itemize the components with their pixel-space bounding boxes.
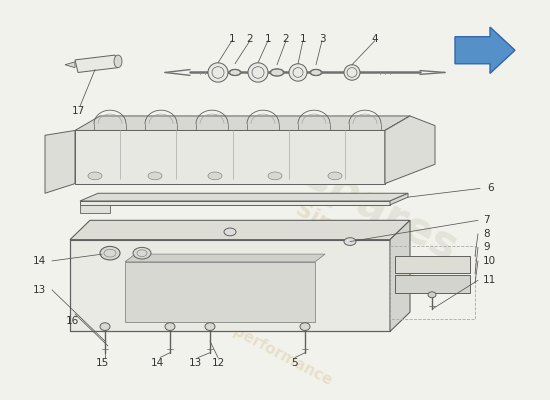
Polygon shape bbox=[75, 130, 385, 184]
Text: 1: 1 bbox=[300, 34, 306, 44]
Text: 13: 13 bbox=[33, 285, 46, 295]
Polygon shape bbox=[80, 205, 110, 212]
Text: 7: 7 bbox=[483, 215, 490, 225]
Polygon shape bbox=[65, 62, 75, 68]
Polygon shape bbox=[75, 55, 118, 72]
Ellipse shape bbox=[208, 63, 228, 82]
Polygon shape bbox=[390, 193, 408, 205]
Ellipse shape bbox=[300, 323, 310, 330]
Ellipse shape bbox=[328, 172, 342, 180]
Text: 2: 2 bbox=[283, 34, 289, 44]
Text: eurospares: eurospares bbox=[196, 100, 464, 270]
Text: 4: 4 bbox=[372, 34, 378, 44]
Polygon shape bbox=[390, 220, 410, 332]
Text: a passion for performance: a passion for performance bbox=[128, 269, 334, 388]
Ellipse shape bbox=[229, 69, 241, 76]
Polygon shape bbox=[385, 116, 435, 184]
Ellipse shape bbox=[148, 172, 162, 180]
Ellipse shape bbox=[248, 63, 268, 82]
Ellipse shape bbox=[428, 292, 436, 298]
Ellipse shape bbox=[224, 228, 236, 236]
Polygon shape bbox=[125, 254, 325, 262]
Text: 11: 11 bbox=[483, 275, 496, 285]
Ellipse shape bbox=[114, 55, 122, 68]
Text: 14: 14 bbox=[150, 358, 164, 368]
Ellipse shape bbox=[100, 246, 120, 260]
Ellipse shape bbox=[268, 172, 282, 180]
Polygon shape bbox=[70, 220, 410, 240]
Polygon shape bbox=[125, 262, 315, 322]
Text: 8: 8 bbox=[483, 229, 490, 239]
Ellipse shape bbox=[165, 323, 175, 330]
Text: 1: 1 bbox=[229, 34, 235, 44]
Polygon shape bbox=[45, 130, 75, 193]
Ellipse shape bbox=[205, 323, 215, 330]
Ellipse shape bbox=[100, 323, 110, 330]
Text: 1: 1 bbox=[265, 34, 271, 44]
Polygon shape bbox=[395, 256, 470, 274]
Polygon shape bbox=[385, 116, 410, 184]
Text: 9: 9 bbox=[483, 242, 490, 252]
Text: 3: 3 bbox=[318, 34, 325, 44]
Ellipse shape bbox=[310, 69, 322, 76]
Text: 16: 16 bbox=[65, 316, 79, 326]
Polygon shape bbox=[455, 27, 515, 74]
Text: 15: 15 bbox=[95, 358, 109, 368]
Polygon shape bbox=[75, 116, 410, 130]
Ellipse shape bbox=[208, 172, 222, 180]
Ellipse shape bbox=[344, 65, 360, 80]
Ellipse shape bbox=[88, 172, 102, 180]
Text: 14: 14 bbox=[33, 256, 46, 266]
Text: 5: 5 bbox=[292, 358, 298, 368]
Text: Since 1985: Since 1985 bbox=[292, 198, 423, 281]
Text: 10: 10 bbox=[483, 256, 496, 266]
Text: 2: 2 bbox=[247, 34, 254, 44]
Ellipse shape bbox=[344, 238, 356, 246]
Ellipse shape bbox=[133, 247, 151, 259]
Polygon shape bbox=[70, 240, 390, 332]
Text: 12: 12 bbox=[211, 358, 224, 368]
Ellipse shape bbox=[270, 69, 284, 76]
Text: 6: 6 bbox=[487, 184, 494, 194]
Text: 13: 13 bbox=[188, 358, 202, 368]
Ellipse shape bbox=[289, 64, 307, 81]
Text: 17: 17 bbox=[72, 106, 85, 116]
Polygon shape bbox=[80, 201, 390, 205]
Polygon shape bbox=[395, 276, 470, 293]
Polygon shape bbox=[80, 193, 408, 201]
